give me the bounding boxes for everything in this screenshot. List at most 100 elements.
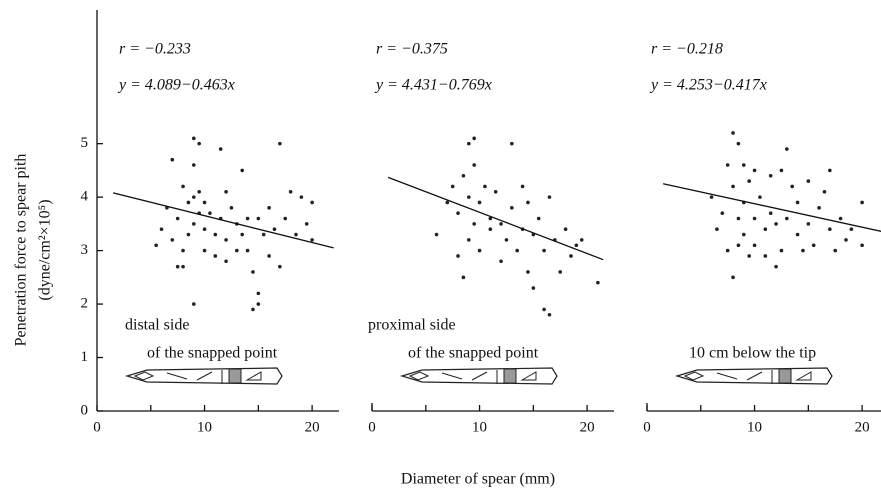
point xyxy=(224,238,228,242)
spear-icon xyxy=(399,367,558,385)
point xyxy=(547,312,552,317)
point xyxy=(294,232,298,237)
point xyxy=(795,232,800,237)
spear-detail xyxy=(683,370,812,384)
spear-node xyxy=(503,368,517,384)
point xyxy=(526,270,530,274)
point xyxy=(310,238,314,242)
point xyxy=(456,211,460,215)
point xyxy=(240,168,244,173)
point xyxy=(790,184,794,189)
point xyxy=(504,238,509,242)
point xyxy=(434,232,439,237)
x-tick-label: 0 xyxy=(93,419,101,435)
point xyxy=(181,264,185,269)
point xyxy=(536,216,541,221)
point xyxy=(720,211,725,215)
point xyxy=(456,254,460,258)
point xyxy=(467,141,471,146)
point xyxy=(304,222,309,226)
point xyxy=(811,243,816,248)
x-label: Diameter of spear (mm) xyxy=(401,471,555,488)
point xyxy=(251,307,255,312)
point xyxy=(785,216,789,221)
point xyxy=(499,222,503,226)
point xyxy=(235,248,239,253)
point xyxy=(202,227,207,232)
point xyxy=(488,216,493,221)
point xyxy=(785,147,789,151)
point xyxy=(192,136,196,141)
point xyxy=(256,216,261,221)
point xyxy=(752,243,757,248)
point xyxy=(186,200,191,205)
point xyxy=(256,291,261,296)
x-tick-label: 10 xyxy=(747,419,762,435)
point xyxy=(288,189,293,194)
r-value: r = −0.218 xyxy=(651,41,723,58)
point xyxy=(261,232,266,237)
point xyxy=(175,216,180,221)
point xyxy=(558,270,563,274)
point xyxy=(510,206,514,210)
point xyxy=(245,216,250,221)
point xyxy=(224,259,228,264)
spear-outline xyxy=(124,367,283,385)
point xyxy=(526,200,530,205)
point xyxy=(175,264,180,269)
y-tick-label: 4 xyxy=(81,189,89,205)
point xyxy=(202,200,207,205)
point xyxy=(256,302,261,306)
point xyxy=(709,195,714,199)
position-label: of the snapped point xyxy=(147,345,278,362)
point xyxy=(736,141,741,146)
point xyxy=(752,216,757,221)
point xyxy=(838,216,843,221)
point xyxy=(499,259,503,264)
x-tick-label: 10 xyxy=(197,419,212,435)
point xyxy=(715,227,719,232)
position-label: 10 cm below the tip xyxy=(689,345,816,362)
x-tick-label: 20 xyxy=(855,419,870,435)
point xyxy=(844,238,848,242)
point xyxy=(795,200,800,205)
point xyxy=(574,243,579,248)
point xyxy=(806,179,811,183)
point xyxy=(467,238,471,242)
point xyxy=(596,280,600,285)
equation: y = 4.431−0.769x xyxy=(374,77,492,94)
point xyxy=(251,270,255,274)
point xyxy=(467,195,471,199)
point xyxy=(833,248,838,253)
equation: y = 4.253−0.417x xyxy=(649,77,767,94)
r-value: r = −0.233 xyxy=(119,41,191,58)
point xyxy=(725,248,730,253)
y-label-unit: (dyne/cm²×10⁵) xyxy=(37,199,54,300)
y-tick-label: 0 xyxy=(81,402,89,418)
point xyxy=(461,173,466,178)
point xyxy=(192,302,196,306)
y-tick-label: 1 xyxy=(81,349,89,365)
point xyxy=(542,248,546,253)
point xyxy=(488,227,493,232)
point xyxy=(742,163,746,167)
point xyxy=(736,243,741,248)
point xyxy=(758,195,762,199)
point xyxy=(213,232,218,237)
point xyxy=(531,286,536,290)
regression-line xyxy=(662,183,881,232)
point xyxy=(192,222,196,226)
point xyxy=(472,163,476,167)
point xyxy=(477,248,482,253)
point xyxy=(520,184,525,189)
point xyxy=(752,168,757,173)
point xyxy=(483,184,487,189)
point xyxy=(202,248,207,253)
point xyxy=(493,189,498,194)
point xyxy=(510,141,514,146)
point xyxy=(283,216,288,221)
point xyxy=(860,243,864,248)
regression-line xyxy=(112,192,334,249)
spear-icon xyxy=(124,367,283,385)
